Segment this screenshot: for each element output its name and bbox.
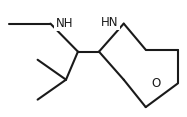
Text: O: O (151, 77, 160, 90)
Text: NH: NH (55, 17, 73, 30)
Text: HN: HN (101, 16, 119, 29)
